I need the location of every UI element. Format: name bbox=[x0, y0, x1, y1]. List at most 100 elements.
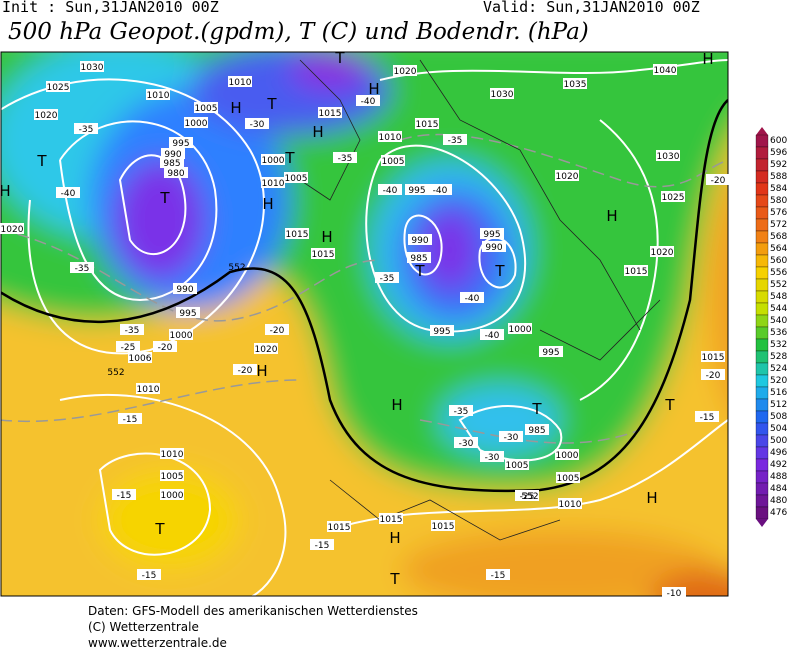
temperature-label-box bbox=[378, 184, 402, 195]
scale-swatch bbox=[755, 170, 769, 184]
isobar-label: 1030 bbox=[491, 90, 514, 100]
valid-time: Valid: Sun,31JAN2010 00Z bbox=[483, 0, 700, 16]
temperature-label-box bbox=[245, 118, 269, 129]
scale-label: 580 bbox=[770, 196, 787, 206]
pressure-center: T bbox=[664, 396, 675, 414]
scale-swatch bbox=[755, 386, 769, 400]
temperature-label: -15 bbox=[117, 491, 132, 501]
scale-swatch bbox=[755, 302, 769, 316]
isobar-label-box bbox=[653, 64, 677, 75]
pressure-center: H bbox=[389, 529, 400, 547]
scale-label: 536 bbox=[770, 328, 787, 338]
scale-swatch bbox=[755, 206, 769, 220]
isobar-label: 995 bbox=[408, 186, 425, 196]
scale-swatch bbox=[755, 506, 769, 520]
isobar-label-box bbox=[0, 223, 24, 234]
isobar-label-box bbox=[431, 520, 455, 531]
footer-source: Daten: GFS-Modell des amerikanischen Wet… bbox=[88, 604, 418, 618]
temperature-label-box bbox=[265, 324, 289, 335]
pressure-center: T bbox=[154, 520, 165, 538]
isobar-label-box bbox=[254, 343, 278, 354]
isobar-label-box bbox=[128, 352, 152, 363]
isobar-label-box bbox=[555, 449, 579, 460]
scale-swatch bbox=[755, 494, 769, 508]
isobar-label: 980 bbox=[167, 169, 184, 179]
temperature-label-box bbox=[120, 324, 144, 335]
scale-label: 476 bbox=[770, 508, 787, 518]
isobar-label-box bbox=[430, 325, 454, 336]
temperature-label-box bbox=[449, 405, 473, 416]
scale-label: 484 bbox=[770, 484, 787, 494]
pressure-center: T bbox=[159, 189, 170, 207]
isobar-label-box bbox=[407, 252, 431, 263]
pressure-center: H bbox=[0, 182, 11, 200]
isobar-label-box bbox=[160, 157, 184, 168]
scale-swatch bbox=[755, 446, 769, 460]
temperature-label: -30 bbox=[504, 433, 519, 443]
isobar-label-box bbox=[555, 170, 579, 181]
temperature-label: -40 bbox=[61, 189, 76, 199]
scale-swatch bbox=[755, 278, 769, 292]
scale-label: 500 bbox=[770, 436, 787, 446]
isobar-label-box bbox=[558, 498, 582, 509]
coastlines bbox=[299, 59, 661, 541]
isobar-label-box bbox=[169, 137, 193, 148]
temperature-label: -15 bbox=[700, 413, 715, 423]
isobar-label: 1006 bbox=[129, 354, 152, 364]
isobar-label: 985 bbox=[163, 159, 180, 169]
isobar-label-box bbox=[378, 131, 402, 142]
temperature-label-box bbox=[480, 329, 504, 340]
isobar-label: 1005 bbox=[382, 157, 405, 167]
isobar-label: 1015 bbox=[702, 353, 725, 363]
scale-label: 576 bbox=[770, 208, 787, 218]
isobar-label: 1020 bbox=[394, 67, 417, 77]
isobar-label-box bbox=[311, 248, 335, 259]
temperature-label-box bbox=[515, 490, 539, 501]
isobar-label-box bbox=[327, 521, 351, 532]
scale-swatch bbox=[755, 158, 769, 172]
isobar-label: 1000 bbox=[161, 491, 184, 501]
init-time: Init : Sun,31JAN2010 00Z bbox=[2, 0, 219, 16]
scale-swatch bbox=[755, 350, 769, 364]
scale-swatch bbox=[755, 374, 769, 388]
scale-swatch bbox=[755, 470, 769, 484]
isobar-label-box bbox=[505, 459, 529, 470]
scale-label: 528 bbox=[770, 352, 787, 362]
scale-label: 564 bbox=[770, 244, 787, 254]
temperature-label: -40 bbox=[361, 97, 376, 107]
temperature-label: -20 bbox=[238, 366, 253, 376]
temperature-label: -15 bbox=[142, 571, 157, 581]
isobar-label-box bbox=[482, 241, 506, 252]
pressure-center: H bbox=[312, 123, 323, 141]
isobar-label: 995 bbox=[172, 139, 189, 149]
pressure-center: H bbox=[391, 396, 402, 414]
height-label: 552 bbox=[521, 492, 538, 502]
temperature-label-box bbox=[356, 95, 380, 106]
temperature-label-box bbox=[443, 134, 467, 145]
temperature-label-box bbox=[486, 569, 510, 580]
temperature-label: -35 bbox=[75, 264, 90, 274]
isobar-label: 1005 bbox=[161, 472, 184, 482]
isobar-label: 1015 bbox=[380, 515, 403, 525]
pressure-center: H bbox=[321, 228, 332, 246]
isobar-label: 1015 bbox=[319, 109, 342, 119]
temperature-label: -35 bbox=[79, 125, 94, 135]
scale-label: 584 bbox=[770, 184, 787, 194]
isobar-label-box bbox=[656, 150, 680, 161]
scale-label: 596 bbox=[770, 148, 787, 158]
temperature-label: -35 bbox=[125, 326, 140, 336]
isobar-label: 1035 bbox=[564, 80, 587, 90]
scale-swatch bbox=[755, 422, 769, 436]
isobar-label-box bbox=[318, 107, 342, 118]
temperature-label-box bbox=[480, 451, 504, 462]
isobar-label-box bbox=[525, 424, 549, 435]
isobar-label-box bbox=[160, 448, 184, 459]
scale-label: 544 bbox=[770, 304, 787, 314]
temperature-label: -30 bbox=[485, 453, 500, 463]
isobar-label: 1030 bbox=[81, 63, 104, 73]
isobar-label-box bbox=[624, 265, 648, 276]
temperature-label-box bbox=[118, 413, 142, 424]
isobar-label: 1000 bbox=[170, 331, 193, 341]
temperature-label: -20 bbox=[711, 176, 726, 186]
scale-swatch bbox=[755, 326, 769, 340]
